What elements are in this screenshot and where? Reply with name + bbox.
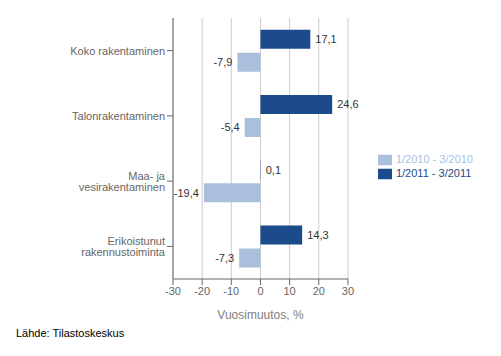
svg-text:17,1: 17,1 <box>315 33 336 45</box>
svg-text:0,1: 0,1 <box>266 164 281 176</box>
svg-text:-20: -20 <box>194 285 210 297</box>
html-text:1/2010 - 3/2010: 1/2010 - 3/2010 <box>395 152 473 165</box>
svg-text:10: 10 <box>283 285 295 297</box>
svg-text:-7,3: -7,3 <box>215 252 234 264</box>
svg-text:20: 20 <box>313 285 325 297</box>
svg-text:-5,4: -5,4 <box>221 121 240 133</box>
svg-text:Talonrakentaminen: Talonrakentaminen <box>72 110 165 122</box>
svg-text:-10: -10 <box>223 285 239 297</box>
html-text:1/2011 - 3/2011: 1/2011 - 3/2011 <box>395 167 472 179</box>
svg-text:Erikoistunutrakennustoiminta: Erikoistunutrakennustoiminta <box>81 235 166 258</box>
svg-text:24,6: 24,6 <box>337 98 358 110</box>
svg-text:30: 30 <box>342 285 354 297</box>
svg-text:-7,9: -7,9 <box>213 56 232 68</box>
svg-text:14,3: 14,3 <box>307 229 328 241</box>
svg-text:-19,4: -19,4 <box>174 187 199 199</box>
svg-text:Koko rakentaminen: Koko rakentaminen <box>70 45 165 57</box>
html-text:Lähde: Tilastoskeskus: Lähde: Tilastoskeskus <box>16 327 125 339</box>
svg-text:-30: -30 <box>165 285 181 297</box>
svg-text:0: 0 <box>257 285 263 297</box>
svg-text:Vuosimuutos, %: Vuosimuutos, % <box>217 308 304 322</box>
svg-text:Maa- javesirakentaminen: Maa- javesirakentaminen <box>79 170 166 193</box>
